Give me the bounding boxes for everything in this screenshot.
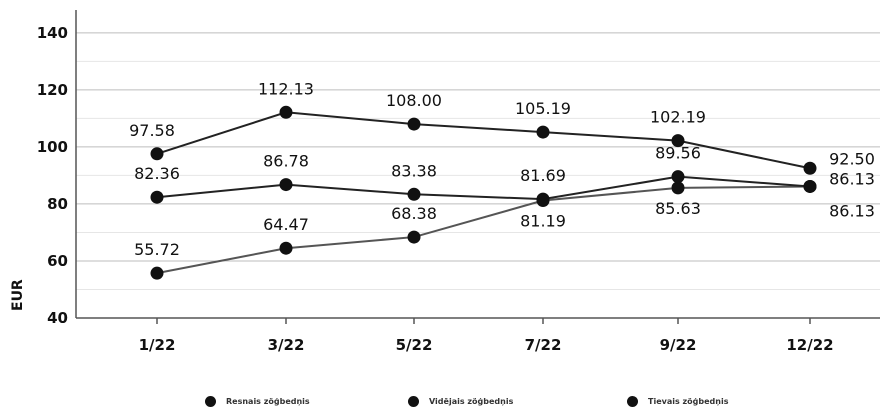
y-tick-label: 140: [37, 24, 68, 42]
data-label: 105.19: [515, 99, 571, 118]
data-label: 81.69: [520, 166, 566, 185]
data-label: 86.78: [263, 152, 309, 171]
grid-lines: [76, 32, 880, 319]
data-point: [150, 190, 164, 204]
data-point: [279, 178, 293, 192]
legend-marker: [205, 396, 216, 407]
y-tick-label: 100: [37, 138, 68, 156]
data-label: 108.00: [386, 91, 442, 110]
data-point: [803, 161, 817, 175]
x-tick-label: 9/22: [660, 336, 697, 354]
series-line-0: [156, 185, 811, 275]
data-point: [803, 179, 817, 193]
legend-marker: [408, 396, 419, 407]
data-point: [150, 266, 164, 280]
data-point: [536, 125, 550, 139]
data-points: [150, 105, 817, 280]
series-line-1: [156, 175, 811, 201]
x-tick-label: 3/22: [268, 336, 305, 354]
y-tick-label: 60: [47, 252, 68, 270]
y-tick-label: 80: [47, 195, 68, 213]
y-tick-label: 40: [47, 309, 68, 327]
data-label: 81.19: [520, 212, 566, 231]
data-label: 82.36: [134, 164, 180, 183]
data-point: [279, 241, 293, 255]
y-axis-label: EUR: [10, 279, 26, 311]
data-label: 64.47: [263, 215, 309, 234]
x-tick-label: 5/22: [396, 336, 433, 354]
data-label: 85.63: [655, 199, 701, 218]
data-point: [407, 230, 421, 244]
data-label: 102.19: [650, 108, 706, 127]
data-point: [407, 117, 421, 131]
data-label: 86.13: [829, 201, 875, 220]
legend-label: Vidējais zöģbedņis: [429, 397, 514, 406]
legend-item-tievais: Tievais zöģbedņis: [627, 396, 728, 407]
series-lines: [156, 111, 811, 275]
legend: Resnais zöģbedņis Vidējais zöģbedņis Tie…: [0, 396, 886, 412]
series-line-2: [156, 111, 811, 170]
legend-label: Tievais zöģbedņis: [648, 397, 729, 406]
y-tick-labels: 40 60 80 100 120 140: [37, 24, 68, 327]
data-point: [279, 105, 293, 119]
data-label: 83.38: [391, 161, 437, 180]
x-tick-label: 12/22: [786, 336, 833, 354]
x-tick-label: 1/22: [139, 336, 176, 354]
data-point: [671, 134, 685, 148]
data-label: 68.38: [391, 204, 437, 223]
data-point: [150, 147, 164, 161]
legend-item-resnais: Resnais zöģbedņis: [205, 396, 310, 407]
data-labels: 55.72 64.47 68.38 81.19 85.63 86.13 82.36 86.78…: [129, 79, 875, 259]
data-point: [671, 170, 685, 184]
data-label: 55.72: [134, 240, 180, 259]
x-tick-label: 7/22: [525, 336, 562, 354]
axes: [75, 10, 880, 319]
data-label: 86.13: [829, 169, 875, 188]
legend-label: Resnais zöģbedņis: [226, 397, 310, 406]
data-point: [536, 192, 550, 206]
data-label: 89.56: [655, 144, 701, 163]
x-tick-labels: 1/22 3/22 5/22 7/22 9/22 12/22: [139, 318, 834, 354]
data-label: 97.58: [129, 121, 175, 140]
data-label: 92.50: [829, 149, 875, 168]
data-point: [407, 187, 421, 201]
y-tick-label: 120: [37, 81, 68, 99]
legend-marker: [627, 396, 638, 407]
legend-item-videjais: Vidējais zöģbedņis: [408, 396, 513, 407]
data-label: 112.13: [258, 79, 314, 98]
data-point: [671, 181, 685, 195]
